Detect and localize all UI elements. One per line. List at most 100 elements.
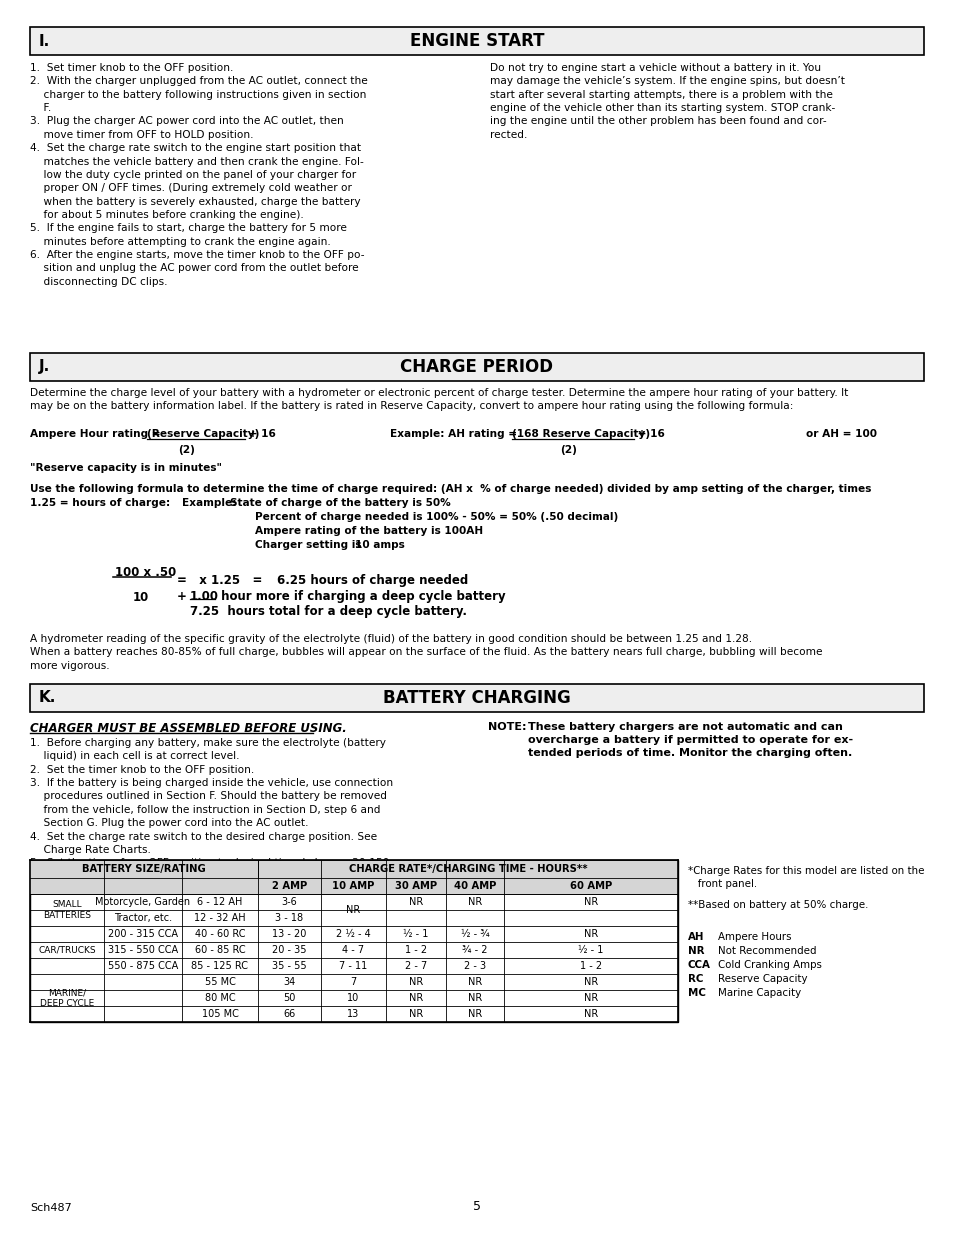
Text: ½ - 1: ½ - 1 xyxy=(578,945,603,955)
Bar xyxy=(30,860,678,1023)
Text: Example: AH rating =: Example: AH rating = xyxy=(390,429,520,438)
Text: NR: NR xyxy=(409,993,423,1003)
Text: 34: 34 xyxy=(283,977,295,987)
Text: Determine the charge level of your battery with a hydrometer or electronic perce: Determine the charge level of your batte… xyxy=(30,388,847,411)
Text: NR: NR xyxy=(687,946,703,956)
Text: overcharge a battery if permitted to operate for ex-: overcharge a battery if permitted to ope… xyxy=(527,735,852,745)
Text: State of charge of the battery is 50%: State of charge of the battery is 50% xyxy=(230,498,450,508)
Bar xyxy=(30,684,923,713)
Text: + 16: + 16 xyxy=(634,429,664,438)
Text: **Based on battery at 50% charge.: **Based on battery at 50% charge. xyxy=(687,900,867,910)
Bar xyxy=(30,27,923,56)
Text: NR: NR xyxy=(583,897,598,906)
Text: 7.25  hours total for a deep cycle battery.: 7.25 hours total for a deep cycle batter… xyxy=(190,605,467,618)
Text: CHARGE PERIOD: CHARGE PERIOD xyxy=(400,358,553,375)
Text: NR: NR xyxy=(467,993,481,1003)
Text: 60 - 85 RC: 60 - 85 RC xyxy=(194,945,245,955)
Text: ½ - ¾: ½ - ¾ xyxy=(460,929,489,939)
Text: (168 Reserve Capacity): (168 Reserve Capacity) xyxy=(512,429,649,438)
Text: Charger setting is: Charger setting is xyxy=(254,540,361,550)
Text: NR: NR xyxy=(467,1009,481,1019)
Text: NR: NR xyxy=(583,929,598,939)
Text: Reserve Capacity: Reserve Capacity xyxy=(718,974,807,984)
Text: NR: NR xyxy=(583,977,598,987)
Text: NR: NR xyxy=(409,977,423,987)
Text: NR: NR xyxy=(583,993,598,1003)
Text: MC: MC xyxy=(687,988,705,998)
Text: 12 - 32 AH: 12 - 32 AH xyxy=(194,913,246,923)
Text: 7 - 11: 7 - 11 xyxy=(339,961,367,971)
Text: 2 ½ - 4: 2 ½ - 4 xyxy=(335,929,371,939)
Text: ¾ - 2: ¾ - 2 xyxy=(462,945,487,955)
Text: Ampere Hours: Ampere Hours xyxy=(718,932,791,942)
Text: tended periods of time. Monitor the charging often.: tended periods of time. Monitor the char… xyxy=(527,748,851,758)
Text: Sch487: Sch487 xyxy=(30,1203,71,1213)
Text: NR: NR xyxy=(409,897,423,906)
Text: Tractor, etc.: Tractor, etc. xyxy=(113,913,172,923)
Text: 55 MC: 55 MC xyxy=(204,977,235,987)
Text: 66: 66 xyxy=(283,1009,295,1019)
Text: 10 AMP: 10 AMP xyxy=(332,881,375,890)
Text: 10: 10 xyxy=(347,993,359,1003)
Text: These battery chargers are not automatic and can: These battery chargers are not automatic… xyxy=(527,722,842,732)
Text: Percent of charge needed is 100% - 50% = 50% (.50 decimal): Percent of charge needed is 100% - 50% =… xyxy=(254,513,618,522)
Text: A hydrometer reading of the specific gravity of the electrolyte (fluid) of the b: A hydrometer reading of the specific gra… xyxy=(30,634,821,671)
Text: 6 - 12 AH: 6 - 12 AH xyxy=(197,897,242,906)
Text: I.: I. xyxy=(39,33,51,48)
Text: (2): (2) xyxy=(559,445,577,454)
Text: AH: AH xyxy=(687,932,703,942)
Text: 4 - 7: 4 - 7 xyxy=(342,945,364,955)
Text: CHARGE RATE*/CHARGING TIME - HOURS**: CHARGE RATE*/CHARGING TIME - HOURS** xyxy=(349,864,587,874)
Text: 20 - 35: 20 - 35 xyxy=(272,945,307,955)
Text: =   x 1.25   =: = x 1.25 = xyxy=(177,574,262,587)
Text: 2 AMP: 2 AMP xyxy=(272,881,307,890)
Text: SMALL
BATTERIES: SMALL BATTERIES xyxy=(43,900,91,920)
Text: 3 - 18: 3 - 18 xyxy=(275,913,303,923)
Text: 200 - 315 CCA: 200 - 315 CCA xyxy=(108,929,178,939)
Text: MARINE/
DEEP CYCLE: MARINE/ DEEP CYCLE xyxy=(40,988,94,1008)
Text: BATTERY CHARGING: BATTERY CHARGING xyxy=(383,689,570,706)
Text: 60 AMP: 60 AMP xyxy=(569,881,612,890)
Text: Use the following formula to determine the time of charge required: (AH x  % of : Use the following formula to determine t… xyxy=(30,484,870,494)
Text: Ampere Hour rating =: Ampere Hour rating = xyxy=(30,429,164,438)
Text: 550 - 875 CCA: 550 - 875 CCA xyxy=(108,961,178,971)
Text: 50: 50 xyxy=(283,993,295,1003)
Text: 100 x .50: 100 x .50 xyxy=(115,566,176,579)
Text: "Reserve capacity is in minutes": "Reserve capacity is in minutes" xyxy=(30,463,222,473)
Text: CCA: CCA xyxy=(687,960,710,969)
Text: NR: NR xyxy=(409,1009,423,1019)
Text: (Reserve Capacity): (Reserve Capacity) xyxy=(147,429,259,438)
Text: 1 - 2: 1 - 2 xyxy=(404,945,427,955)
Text: 1.25 = hours of charge:: 1.25 = hours of charge: xyxy=(30,498,170,508)
Text: Marine Capacity: Marine Capacity xyxy=(718,988,801,998)
Text: 105 MC: 105 MC xyxy=(201,1009,238,1019)
Text: CAR/TRUCKS: CAR/TRUCKS xyxy=(38,946,95,955)
Text: ENGINE START: ENGINE START xyxy=(410,32,543,49)
Text: BATTERY SIZE/RATING: BATTERY SIZE/RATING xyxy=(82,864,206,874)
Text: 40 - 60 RC: 40 - 60 RC xyxy=(194,929,245,939)
Text: 13 - 20: 13 - 20 xyxy=(272,929,306,939)
Bar xyxy=(30,860,678,878)
Bar xyxy=(30,878,678,894)
Text: 2 - 3: 2 - 3 xyxy=(463,961,485,971)
Text: RC: RC xyxy=(687,974,702,984)
Text: + 16: + 16 xyxy=(245,429,275,438)
Text: 13: 13 xyxy=(347,1009,359,1019)
Text: 2 - 7: 2 - 7 xyxy=(404,961,427,971)
Text: *Charge Rates for this model are listed on the
   front panel.: *Charge Rates for this model are listed … xyxy=(687,866,923,889)
Text: 7: 7 xyxy=(350,977,356,987)
Text: Do not try to engine start a vehicle without a battery in it. You
may damage the: Do not try to engine start a vehicle wit… xyxy=(490,63,844,140)
Text: 40 AMP: 40 AMP xyxy=(454,881,496,890)
Text: or AH = 100: or AH = 100 xyxy=(805,429,876,438)
Text: 1.  Set timer knob to the OFF position.
2.  With the charger unplugged from the : 1. Set timer knob to the OFF position. 2… xyxy=(30,63,367,287)
Text: CHARGER MUST BE ASSEMBLED BEFORE USING.: CHARGER MUST BE ASSEMBLED BEFORE USING. xyxy=(30,722,346,735)
Text: Not Recommended: Not Recommended xyxy=(718,946,816,956)
Text: 10 amps: 10 amps xyxy=(355,540,404,550)
Text: 5: 5 xyxy=(473,1200,480,1213)
Text: NOTE:: NOTE: xyxy=(488,722,526,732)
Text: K.: K. xyxy=(39,690,56,705)
Text: 80 MC: 80 MC xyxy=(205,993,235,1003)
Text: NR: NR xyxy=(346,905,360,915)
Text: 10: 10 xyxy=(132,592,149,604)
Text: +: + xyxy=(177,590,191,603)
